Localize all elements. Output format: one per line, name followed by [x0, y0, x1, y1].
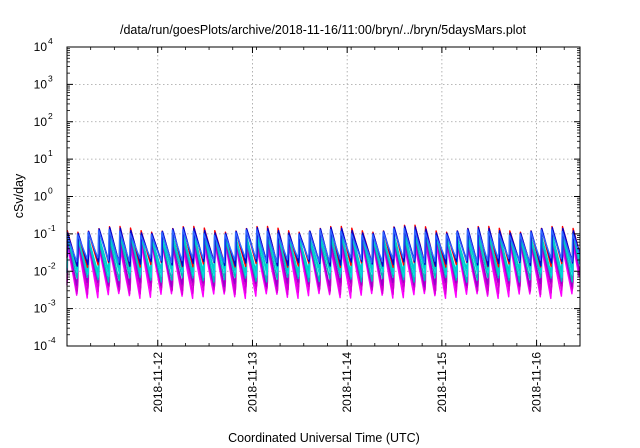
ticks: 10-410-310-210-11001011021031042018-11-1… [34, 36, 580, 413]
y-tick-label-exponent: -4 [48, 335, 56, 345]
x-tick-label: 2018-11-16 [530, 352, 544, 413]
y-tick-label-exponent: 0 [48, 186, 53, 196]
y-tick-label: 10-4 [34, 335, 56, 353]
y-tick-label-exponent: 2 [48, 111, 53, 121]
y-tick-label-exponent: -3 [48, 298, 56, 308]
series-line [66, 227, 580, 264]
y-axis-label: cSv/day [12, 173, 26, 218]
x-tick-label: 2018-11-12 [151, 352, 165, 413]
y-tick-label: 10-3 [34, 298, 56, 316]
y-tick-label-exponent: 4 [48, 36, 53, 46]
x-axis-label: Coordinated Universal Time (UTC) [228, 431, 420, 445]
y-tick-label-exponent: -1 [48, 223, 56, 233]
series-group [66, 224, 581, 300]
grid [67, 47, 580, 346]
y-tick-label: 10-2 [34, 260, 56, 278]
y-tick-label: 102 [34, 111, 53, 129]
y-tick-label-exponent: 1 [48, 148, 53, 158]
x-tick-label: 2018-11-15 [435, 352, 449, 413]
y-tick-label: 104 [34, 36, 53, 54]
y-tick-label: 101 [34, 148, 53, 166]
y-tick-label: 100 [34, 186, 53, 204]
y-tick-label-exponent: -2 [48, 260, 56, 270]
y-tick-label-exponent: 3 [48, 73, 53, 83]
chart-title: /data/run/goesPlots/archive/2018-11-16/1… [120, 23, 527, 37]
y-tick-label: 103 [34, 73, 53, 91]
y-tick-label: 10-1 [34, 223, 56, 241]
x-tick-label: 2018-11-13 [245, 352, 259, 413]
x-tick-label: 2018-11-14 [340, 352, 354, 413]
